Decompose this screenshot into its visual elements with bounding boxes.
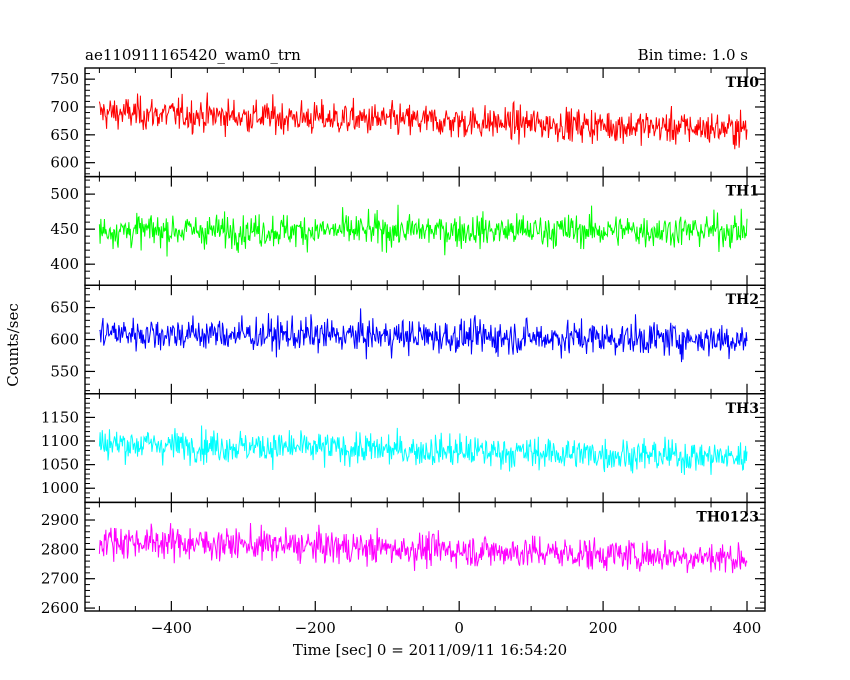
y-tick-label: 1150 bbox=[41, 408, 79, 426]
y-tick-label: 1050 bbox=[41, 456, 79, 474]
x-tick-label: 200 bbox=[589, 619, 618, 637]
y-tick-label: 400 bbox=[50, 255, 79, 273]
y-tick-label: 2800 bbox=[41, 540, 79, 558]
y-tick-label: 750 bbox=[50, 70, 79, 88]
y-tick-label: 650 bbox=[50, 299, 79, 317]
series-th2 bbox=[99, 308, 748, 363]
series-th3 bbox=[98, 425, 748, 475]
y-tick-label: 1100 bbox=[41, 432, 79, 450]
panel-th0123: 2600 2700 2800 2900 TH0123 bbox=[41, 501, 766, 617]
x-axis-label: Time [sec] 0 = 2011/09/11 16:54:20 bbox=[293, 641, 567, 659]
chart-title: ae110911165420_wam0_trn bbox=[85, 46, 301, 64]
x-tick-label: −400 bbox=[151, 619, 192, 637]
panel-label-th0: TH0 bbox=[726, 75, 760, 91]
panel-frame bbox=[84, 501, 766, 612]
bin-time-label: Bin time: 1.0 s bbox=[638, 46, 748, 64]
series-th0 bbox=[98, 92, 748, 150]
y-tick-label: 600 bbox=[50, 154, 79, 172]
y-tick-label: 450 bbox=[50, 220, 79, 238]
x-tick-label: 0 bbox=[454, 619, 464, 637]
panel-th1: 400 450 500 TH1 bbox=[50, 175, 766, 286]
x-tick-label: −200 bbox=[295, 619, 336, 637]
panels-group: 600 650 700 750 TH0 400 450 500 TH1 550 600 650 TH2 1… bbox=[41, 67, 766, 637]
x-tick-label: 400 bbox=[733, 619, 762, 637]
y-tick-label: 700 bbox=[50, 98, 79, 116]
y-tick-label: 2900 bbox=[41, 511, 79, 529]
y-tick-label: 500 bbox=[50, 185, 79, 203]
y-axis-label: Counts/sec bbox=[4, 303, 22, 387]
y-tick-label: 600 bbox=[50, 331, 79, 349]
panel-label-th0123: TH0123 bbox=[696, 509, 759, 525]
y-tick-label: 2600 bbox=[41, 599, 79, 617]
panel-label-th3: TH3 bbox=[726, 401, 759, 417]
panel-th3: 1000 1050 1100 1150 TH3 bbox=[41, 393, 766, 504]
panel-th2: 550 600 650 TH2 bbox=[50, 284, 766, 395]
series-th1 bbox=[98, 204, 748, 257]
panel-label-th1: TH1 bbox=[726, 184, 759, 200]
y-tick-label: 650 bbox=[50, 126, 79, 144]
y-tick-label: 550 bbox=[50, 362, 79, 380]
series-th0123 bbox=[98, 523, 748, 574]
panel-frame bbox=[84, 393, 766, 504]
y-tick-label: 1000 bbox=[41, 479, 79, 497]
panel-th0: 600 650 700 750 TH0 bbox=[50, 67, 766, 178]
y-tick-label: 2700 bbox=[41, 570, 79, 588]
panel-label-th2: TH2 bbox=[726, 292, 759, 308]
